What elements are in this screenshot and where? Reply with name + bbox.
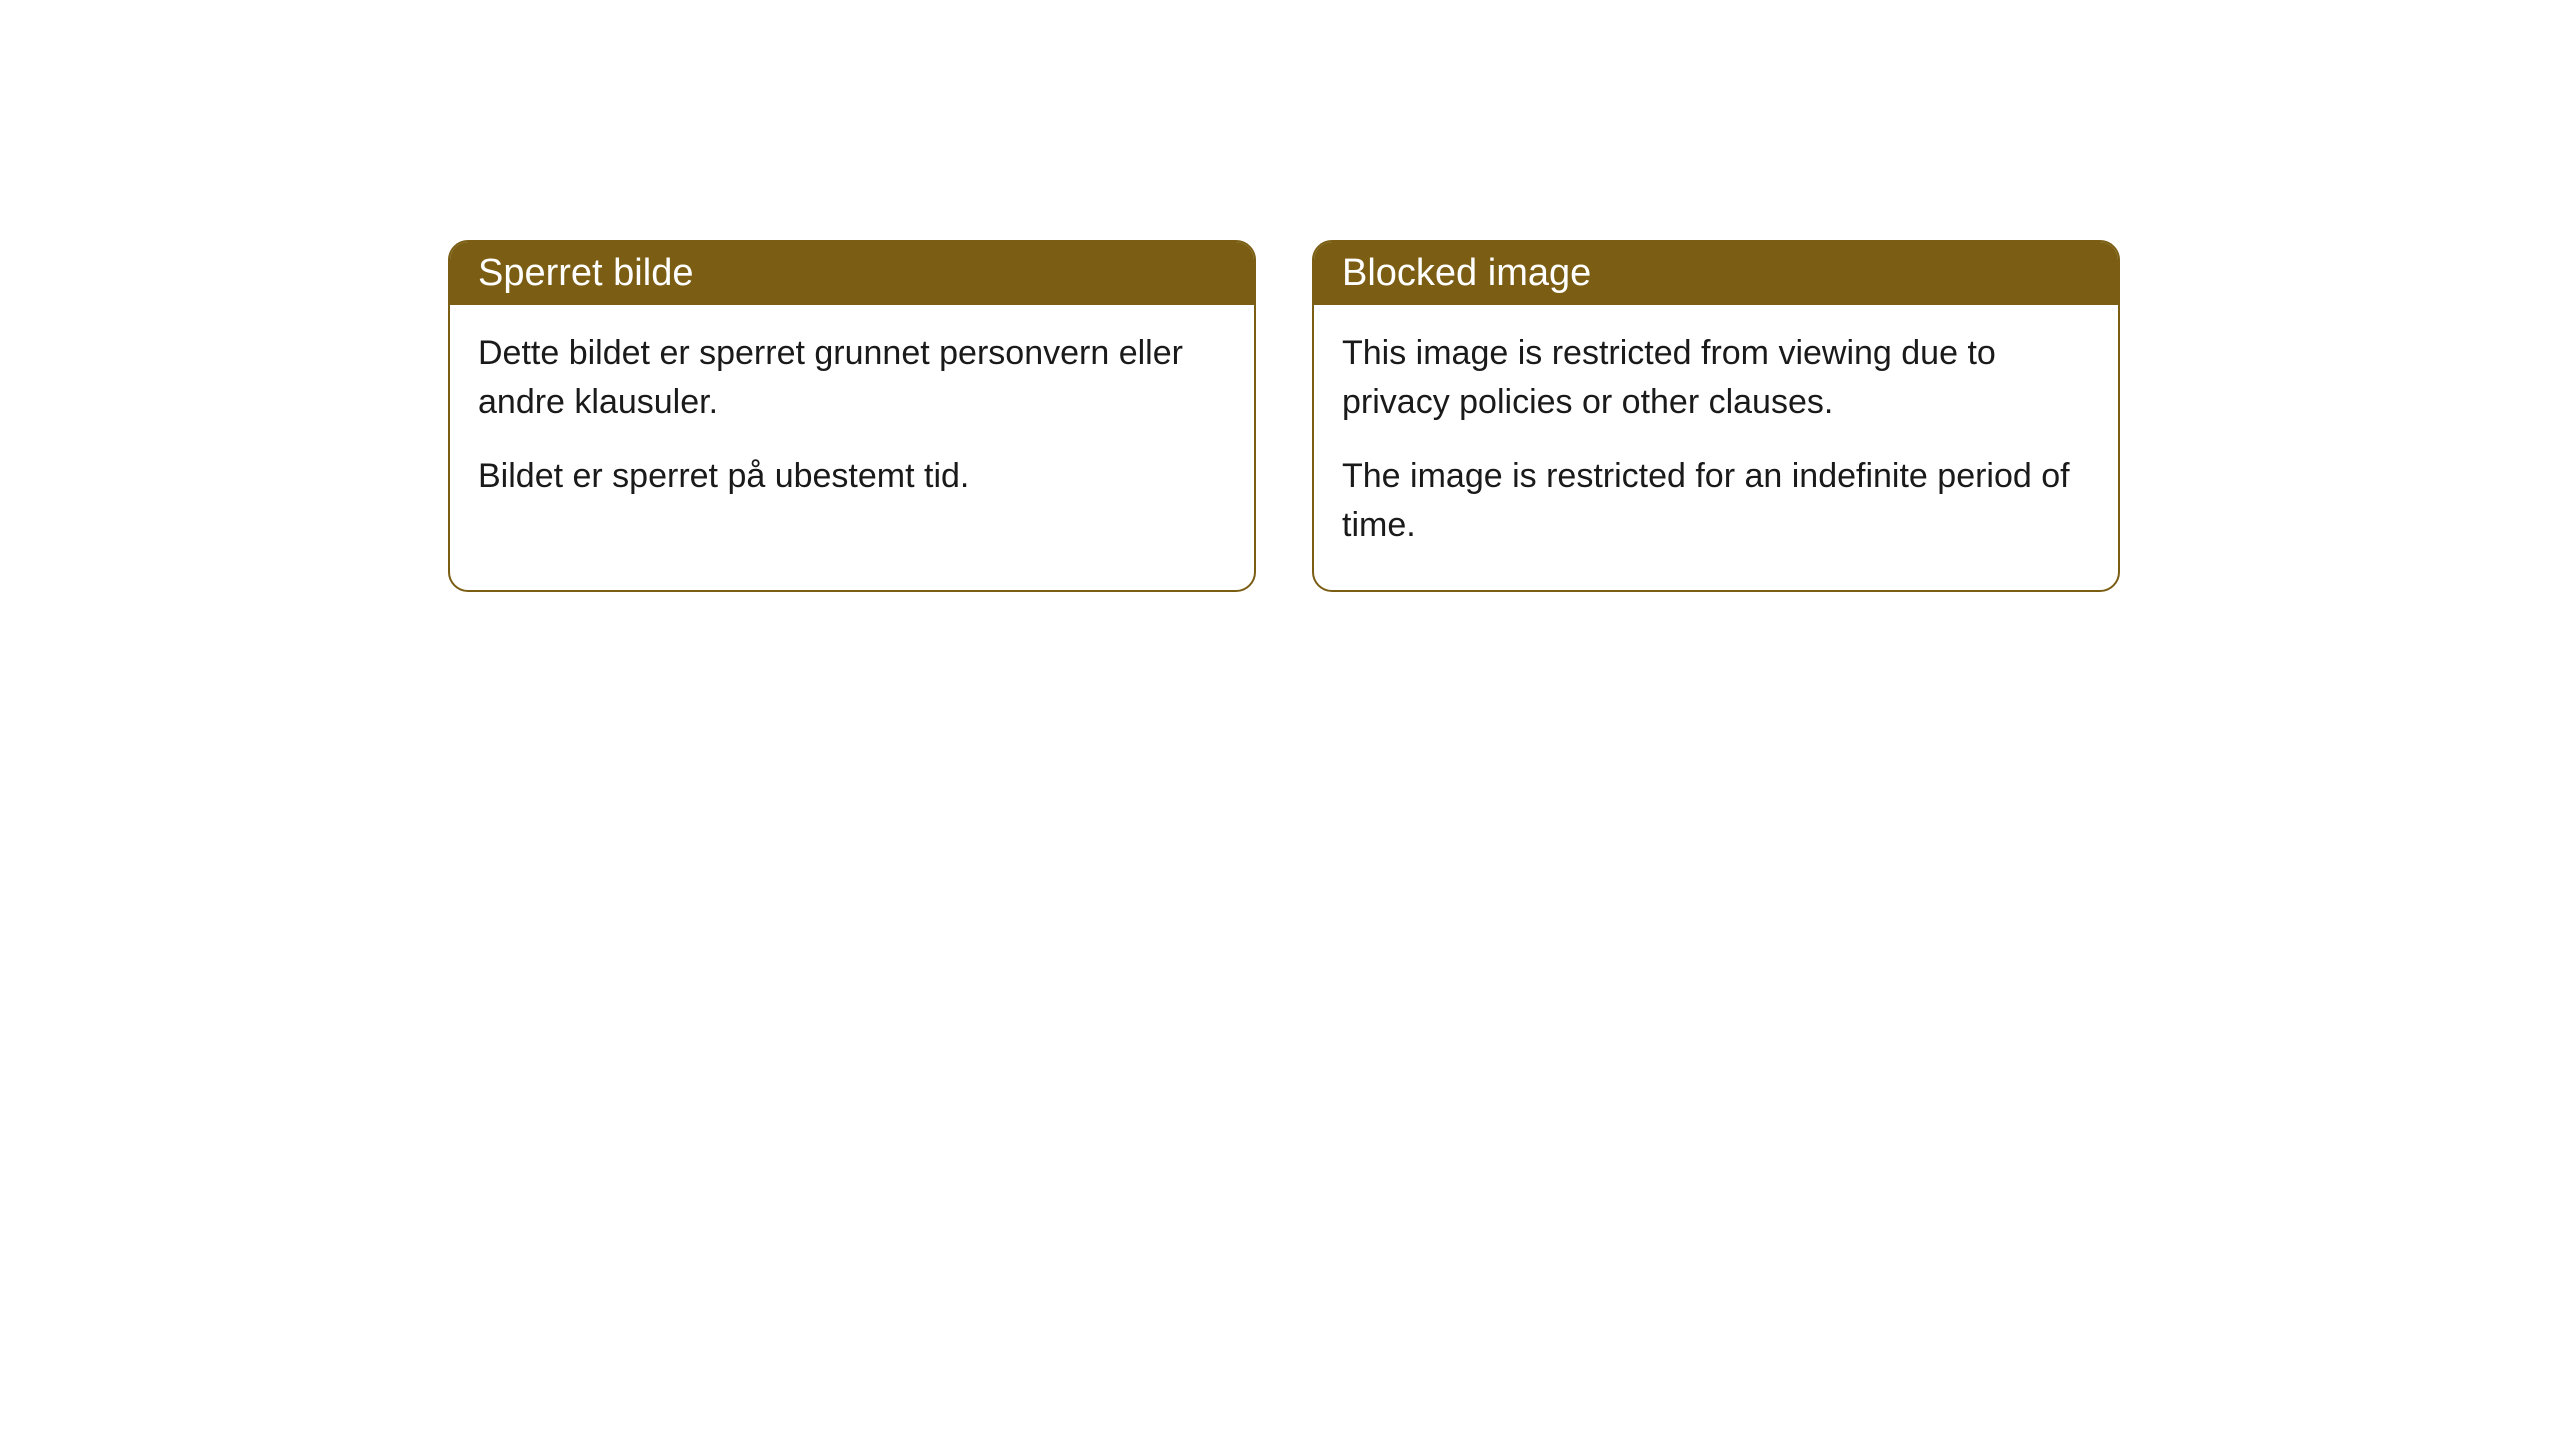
notice-cards-container: Sperret bilde Dette bildet er sperret gr… [0, 0, 2560, 592]
card-paragraph-1: This image is restricted from viewing du… [1342, 329, 2090, 428]
notice-card-norwegian: Sperret bilde Dette bildet er sperret gr… [448, 240, 1256, 592]
card-paragraph-2: The image is restricted for an indefinit… [1342, 452, 2090, 551]
card-title: Sperret bilde [478, 252, 693, 294]
card-body: Dette bildet er sperret grunnet personve… [450, 305, 1254, 541]
card-paragraph-2: Bildet er sperret på ubestemt tid. [478, 452, 1226, 501]
card-title: Blocked image [1342, 252, 1591, 294]
notice-card-english: Blocked image This image is restricted f… [1312, 240, 2120, 592]
card-paragraph-1: Dette bildet er sperret grunnet personve… [478, 329, 1226, 428]
card-header: Sperret bilde [450, 242, 1254, 305]
card-body: This image is restricted from viewing du… [1314, 305, 2118, 590]
card-header: Blocked image [1314, 242, 2118, 305]
